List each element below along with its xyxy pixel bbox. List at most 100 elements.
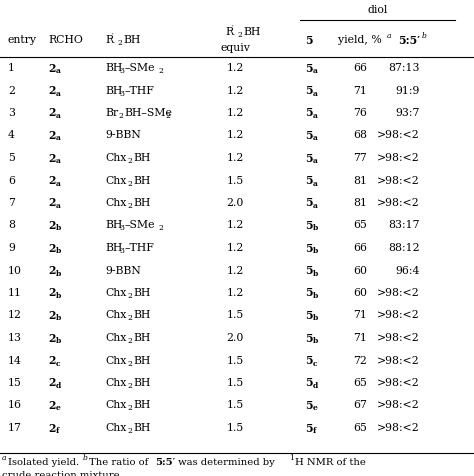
Text: 66: 66 (353, 243, 367, 253)
Text: –SMe: –SMe (125, 63, 155, 73)
Text: 2: 2 (127, 179, 132, 188)
Text: 5: 5 (305, 242, 313, 254)
Text: 1.5: 1.5 (227, 176, 244, 186)
Text: 3: 3 (119, 247, 124, 255)
Text: 2: 2 (48, 198, 55, 208)
Text: 2: 2 (127, 315, 132, 323)
Text: 81: 81 (353, 198, 367, 208)
Text: a: a (56, 112, 61, 120)
Text: b: b (313, 315, 318, 323)
Text: 5: 5 (305, 333, 313, 344)
Text: 2: 2 (48, 85, 55, 96)
Text: 7: 7 (8, 198, 15, 208)
Text: 2: 2 (48, 333, 55, 344)
Text: 9-BBN: 9-BBN (105, 266, 141, 276)
Text: entry: entry (8, 35, 37, 45)
Text: 5:5′: 5:5′ (398, 34, 420, 46)
Text: 2: 2 (48, 288, 55, 298)
Text: 14: 14 (8, 356, 22, 366)
Text: 5: 5 (305, 62, 313, 73)
Text: equiv: equiv (220, 43, 250, 53)
Text: a: a (56, 67, 61, 75)
Text: 3: 3 (119, 89, 124, 98)
Text: 1.2: 1.2 (226, 86, 244, 96)
Text: a: a (313, 135, 318, 142)
Text: 10: 10 (8, 266, 22, 276)
Text: 5: 5 (305, 34, 313, 46)
Text: 65: 65 (353, 220, 367, 230)
Text: b: b (56, 269, 61, 278)
Text: 6: 6 (8, 176, 15, 186)
Text: 2: 2 (48, 175, 55, 186)
Text: f: f (56, 427, 59, 435)
Text: b: b (56, 247, 61, 255)
Text: 2: 2 (48, 242, 55, 254)
Text: 60: 60 (353, 288, 367, 298)
Text: 5: 5 (305, 400, 313, 411)
Text: a: a (313, 67, 318, 75)
Text: 2: 2 (127, 157, 132, 165)
Text: 5: 5 (305, 85, 313, 96)
Text: 2: 2 (165, 112, 170, 120)
Text: BH: BH (105, 220, 122, 230)
Text: 1.2: 1.2 (226, 153, 244, 163)
Text: >98:<2: >98:<2 (377, 333, 420, 343)
Text: ′: ′ (232, 24, 234, 32)
Text: 5: 5 (305, 423, 313, 434)
Text: a: a (56, 89, 61, 98)
Text: b: b (313, 269, 318, 278)
Text: H NMR of the: H NMR of the (295, 458, 366, 467)
Text: a: a (313, 112, 318, 120)
Text: b: b (56, 292, 61, 300)
Text: 1.5: 1.5 (227, 378, 244, 388)
Text: 3: 3 (8, 108, 15, 118)
Text: 13: 13 (8, 333, 22, 343)
Text: b: b (56, 225, 61, 232)
Text: 9-BBN: 9-BBN (105, 130, 141, 140)
Text: 5:5′: 5:5′ (155, 458, 175, 467)
Text: 2: 2 (48, 400, 55, 411)
Text: 1: 1 (289, 455, 294, 463)
Text: 83:17: 83:17 (389, 220, 420, 230)
Text: BH: BH (133, 198, 150, 208)
Text: BH: BH (133, 153, 150, 163)
Text: Chx: Chx (105, 176, 127, 186)
Text: 1.2: 1.2 (226, 243, 244, 253)
Text: 3: 3 (119, 225, 124, 232)
Text: 12: 12 (8, 310, 22, 320)
Text: 76: 76 (353, 108, 367, 118)
Text: 17: 17 (8, 423, 22, 433)
Text: The ratio of: The ratio of (89, 458, 152, 467)
Text: 88:12: 88:12 (388, 243, 420, 253)
Text: b: b (313, 225, 318, 232)
Text: b: b (56, 337, 61, 345)
Text: f: f (313, 427, 316, 435)
Text: 5: 5 (8, 153, 15, 163)
Text: a: a (56, 135, 61, 142)
Text: BH: BH (133, 356, 150, 366)
Text: a: a (313, 202, 318, 210)
Text: 2.0: 2.0 (226, 198, 244, 208)
Text: d: d (313, 382, 318, 390)
Text: a: a (313, 157, 318, 165)
Text: 2: 2 (127, 405, 132, 413)
Text: 71: 71 (353, 333, 367, 343)
Text: b: b (313, 337, 318, 345)
Text: yield, %: yield, % (338, 35, 382, 45)
Text: 2: 2 (158, 225, 163, 232)
Text: 2: 2 (127, 202, 132, 210)
Text: 2: 2 (48, 310, 55, 321)
Text: 1.5: 1.5 (227, 310, 244, 320)
Text: BH: BH (133, 288, 150, 298)
Text: e: e (56, 405, 61, 413)
Text: R: R (105, 35, 113, 45)
Text: 2: 2 (8, 86, 15, 96)
Text: >98:<2: >98:<2 (377, 176, 420, 186)
Text: BH–SMe: BH–SMe (124, 108, 172, 118)
Text: 2: 2 (127, 382, 132, 390)
Text: 5: 5 (305, 265, 313, 276)
Text: >98:<2: >98:<2 (377, 423, 420, 433)
Text: 1.2: 1.2 (226, 108, 244, 118)
Text: 71: 71 (353, 86, 367, 96)
Text: 2: 2 (127, 292, 132, 300)
